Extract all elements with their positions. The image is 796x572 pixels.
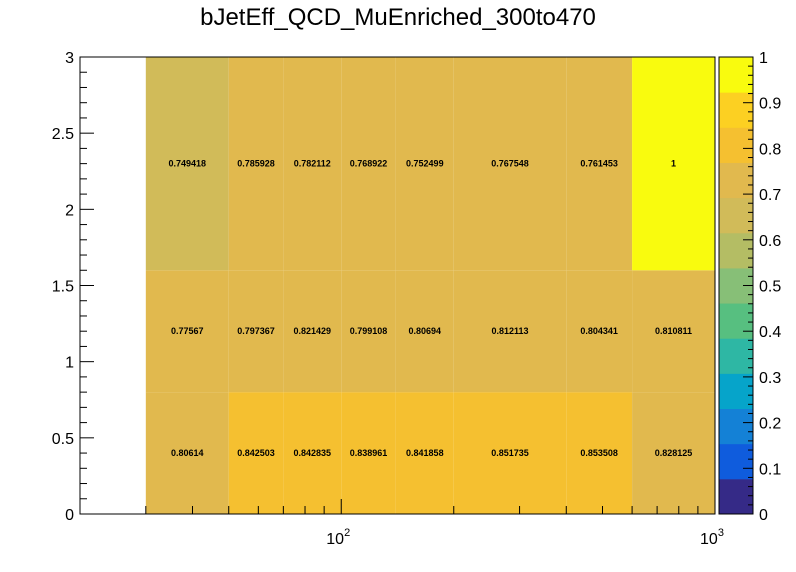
colorbar-segment <box>719 303 753 339</box>
heatmap-cell <box>395 270 454 393</box>
cell-label: 0.851735 <box>491 448 529 458</box>
colorbar-segment <box>719 373 753 410</box>
cell-label: 0.812113 <box>491 326 528 336</box>
cell-label: 0.810811 <box>655 326 692 336</box>
heatmap-cell <box>145 270 229 393</box>
heatmap-cell <box>283 270 342 393</box>
y-tick-label: 0.5 <box>52 431 74 448</box>
y-tick-label: 0 <box>65 507 74 524</box>
cell-label: 0.77567 <box>171 326 204 336</box>
heatmap-cell <box>453 392 567 514</box>
cell-label: 0.828125 <box>655 448 693 458</box>
colorbar-tick-label: 0.1 <box>759 461 781 478</box>
colorbar-segment <box>719 197 753 234</box>
colorbar-segment <box>719 478 753 515</box>
cell-label: 0.782112 <box>294 159 331 169</box>
cell-label: 0.80694 <box>409 326 442 336</box>
cell-label: 0.761453 <box>580 159 618 169</box>
colorbar-tick-label: 1 <box>759 50 768 67</box>
cell-label: 0.797367 <box>237 326 275 336</box>
colorbar-segment <box>719 443 753 480</box>
colorbar-tick-label: 0.3 <box>759 370 781 387</box>
heatmap-cell <box>283 57 342 271</box>
cell-label: 1 <box>671 159 676 169</box>
cell-label: 0.768922 <box>350 159 388 169</box>
colorbar-segment <box>719 162 753 199</box>
cell-label: 0.749418 <box>169 159 207 169</box>
colorbar-tick-label: 0.6 <box>759 233 781 250</box>
heatmap-cell <box>228 392 284 514</box>
heatmap-cell <box>145 392 229 514</box>
heatmap-cell <box>341 270 396 393</box>
heatmap-cell <box>395 392 454 514</box>
heatmap-cell <box>341 392 396 514</box>
y-tick-label: 3 <box>65 50 74 67</box>
heatmap-cell <box>453 57 567 271</box>
heatmap-cell <box>566 270 633 393</box>
colorbar-tick-label: 0.5 <box>759 279 781 296</box>
colorbar-tick-label: 0.9 <box>759 96 781 113</box>
cell-label: 0.80614 <box>171 448 204 458</box>
y-tick-label: 2 <box>65 202 74 219</box>
colorbar-tick-label: 0.2 <box>759 416 781 433</box>
cell-label: 0.785928 <box>237 159 275 169</box>
colorbar-segment <box>719 92 753 128</box>
colorbar-segment <box>719 57 753 93</box>
y-tick-label: 2.5 <box>52 126 74 143</box>
colorbar-segment <box>719 408 753 445</box>
chart-title: bJetEff_QCD_MuEnriched_300to470 <box>200 4 596 31</box>
cell-label: 0.853508 <box>580 448 618 458</box>
cell-label: 0.842503 <box>237 448 275 458</box>
heatmap-cell <box>395 57 454 271</box>
y-tick-label: 1 <box>65 355 74 372</box>
heatmap-cell <box>453 270 567 393</box>
heatmap-cell <box>566 57 633 271</box>
heatmap-cell <box>228 270 284 393</box>
cell-label: 0.799108 <box>350 326 388 336</box>
x-tick-label: 103 <box>700 527 724 548</box>
heatmap-cell <box>632 270 715 393</box>
heatmap-cell <box>228 57 284 271</box>
colorbar-tick-label: 0.8 <box>759 141 781 158</box>
heatmap-cell <box>632 57 715 271</box>
colorbar-tick-label: 0 <box>759 507 768 524</box>
y-tick-label: 1.5 <box>52 279 74 296</box>
cell-label: 0.767548 <box>491 159 529 169</box>
colorbar-segment <box>719 232 753 269</box>
cell-label: 0.752499 <box>406 159 444 169</box>
heatmap-cell <box>632 392 715 514</box>
colorbar-segment <box>719 338 753 374</box>
colorbar-segment <box>719 127 753 163</box>
cell-label: 0.804341 <box>580 326 618 336</box>
heatmap-cell <box>283 392 342 514</box>
cell-label: 0.842835 <box>294 448 332 458</box>
heatmap-cell <box>341 57 396 271</box>
cell-label: 0.838961 <box>350 448 388 458</box>
colorbar-tick-label: 0.4 <box>759 324 781 341</box>
x-tick-label: 102 <box>326 527 350 548</box>
heatmap-cell <box>145 57 229 271</box>
cell-label: 0.841858 <box>406 448 444 458</box>
colorbar-tick-label: 0.7 <box>759 187 781 204</box>
cell-label: 0.821429 <box>294 326 332 336</box>
heatmap-cell <box>566 392 633 514</box>
